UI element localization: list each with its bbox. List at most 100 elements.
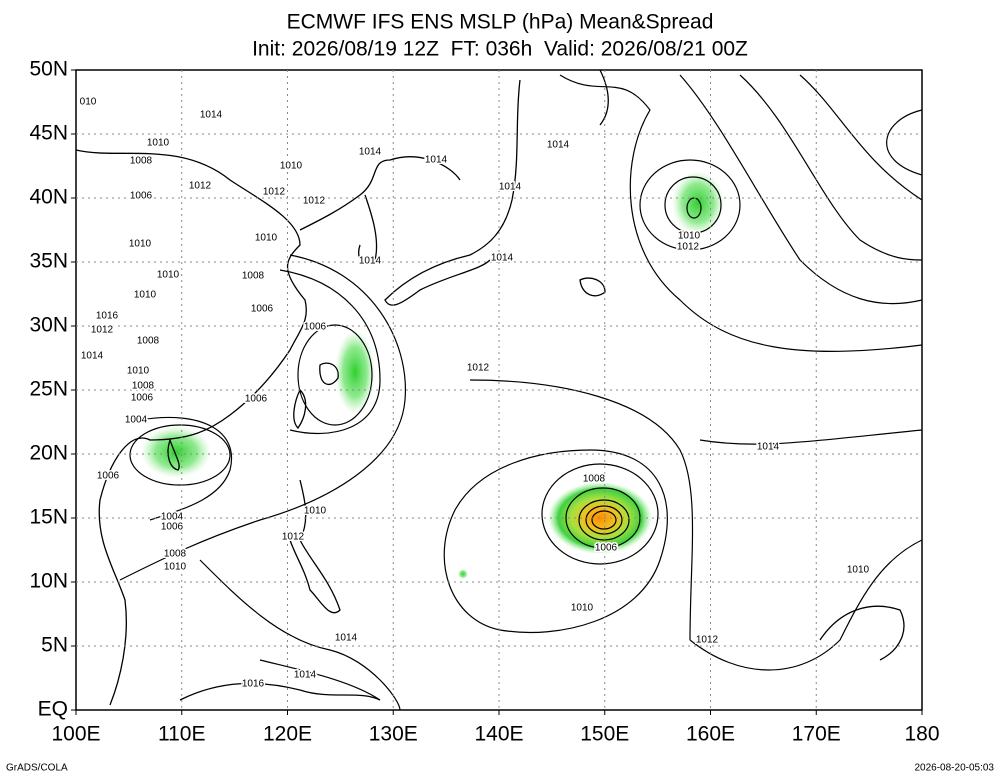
- coastline: [319, 362, 339, 386]
- contour-label: 1012: [696, 635, 719, 646]
- y-tick-label: 5N: [41, 634, 68, 657]
- spread-area: [458, 569, 468, 579]
- contour-label: 1010: [255, 233, 278, 244]
- isobar: [585, 505, 623, 535]
- contour-label: 1012: [189, 181, 212, 192]
- isobar: [129, 424, 231, 486]
- contour-label: 1016: [242, 679, 265, 690]
- isobar: [689, 539, 923, 671]
- y-tick-label: 10N: [29, 570, 68, 593]
- contour-label: 1008: [137, 336, 160, 347]
- contour-label: 1014: [200, 110, 223, 121]
- contour-label: 1004: [161, 512, 184, 523]
- contour-label: 1008: [242, 271, 265, 282]
- y-tick-label: 30N: [29, 314, 68, 337]
- coastline: [179, 682, 381, 701]
- contour-label: 1010: [147, 138, 170, 149]
- contour-label: 1012: [303, 196, 326, 207]
- y-tick-label: 35N: [29, 250, 68, 273]
- coastline: [75, 149, 307, 706]
- contour-label: 1006: [245, 394, 268, 405]
- isobar: [559, 74, 923, 352]
- contour-label: 1010: [157, 270, 180, 281]
- coastlines: [75, 69, 905, 706]
- isobar: [664, 176, 722, 234]
- coastline: [358, 194, 378, 265]
- coastline: [599, 69, 609, 126]
- x-tick-label: 100E: [51, 723, 100, 746]
- x-tick-label: 140E: [474, 723, 523, 746]
- contour-label: 1014: [425, 155, 448, 166]
- isobar: [799, 74, 923, 201]
- contour-label: 1014: [491, 253, 514, 264]
- contour-label: 1008: [164, 549, 187, 560]
- spread-area: [335, 330, 375, 414]
- contour-label: 1006: [130, 191, 153, 202]
- x-tick-label: 170E: [792, 723, 841, 746]
- contour-label: 1006: [304, 322, 327, 333]
- contour-label: 1012: [91, 325, 114, 336]
- contour-label: 1010: [164, 562, 187, 573]
- y-tick-label: EQ: [38, 698, 68, 721]
- coastline: [289, 479, 341, 614]
- subtitle: Init: 2026/08/19 12Z FT: 036h Valid: 202…: [252, 38, 748, 61]
- contour-label: 1010: [304, 506, 327, 517]
- footer-right: 2026-08-20-05:03: [914, 763, 994, 774]
- contour-label: 1014: [359, 147, 382, 158]
- contour-label: 1010: [280, 161, 303, 172]
- isobar: [259, 659, 381, 701]
- coastline: [299, 156, 461, 231]
- y-tick-label: 15N: [29, 506, 68, 529]
- coastline: [579, 277, 606, 297]
- y-tick-label: 20N: [29, 442, 68, 465]
- x-tick-label: 160E: [686, 723, 735, 746]
- contour-label: 1010: [127, 366, 150, 377]
- isobar: [469, 379, 694, 641]
- isobar: [639, 159, 741, 251]
- contour-label: 1014: [757, 442, 780, 453]
- axis: 100E 110E 120E 130E 140E 150E 160E 170E 180 EQ 5N 1…: [29, 58, 939, 746]
- contour-label: 1010: [134, 290, 157, 301]
- coastline: [384, 79, 521, 306]
- contour-label: 1006: [97, 471, 120, 482]
- contour-label: 1014: [294, 670, 317, 681]
- contour-label: 1012: [467, 363, 490, 374]
- contour-label: 1012: [677, 242, 700, 253]
- x-tick-label: 130E: [369, 723, 418, 746]
- isobar: [699, 429, 923, 445]
- contour-label: 1006: [161, 522, 184, 533]
- coastline: [819, 605, 905, 661]
- isobar: [578, 499, 630, 541]
- contour-labels: 010 1014 1010 1008 1012 1006 1010 1014 1014 1014 1…: [78, 95, 871, 691]
- contour-label: 1014: [335, 633, 358, 644]
- title: ECMWF IFS ENS MSLP (hPa) Mean&Spread: [287, 11, 714, 34]
- contour-label: 1008: [130, 156, 153, 167]
- isobar: [886, 109, 923, 176]
- contour-label: 1014: [547, 140, 570, 151]
- isobar: [591, 510, 617, 530]
- contour-label: 1016: [96, 311, 119, 322]
- contour-label: 1012: [282, 532, 305, 543]
- spread-area: [672, 171, 724, 235]
- contour-label: 1008: [132, 381, 155, 392]
- spread-area: [141, 426, 211, 478]
- coastline: [167, 437, 180, 471]
- contour-label: 1014: [359, 256, 382, 267]
- x-tick-label: 150E: [580, 723, 629, 746]
- isobar: [443, 449, 668, 633]
- isobar: [279, 269, 381, 435]
- isobar: [541, 463, 659, 565]
- y-tick-label: 25N: [29, 378, 68, 401]
- contour-label: 1006: [251, 304, 274, 315]
- contour-label: 1014: [499, 182, 522, 193]
- contour-label: 1012: [263, 187, 286, 198]
- y-tick-label: 45N: [29, 122, 68, 145]
- isobar: [199, 559, 401, 711]
- contour-label: 1006: [131, 393, 154, 404]
- footer-left: GrADS/COLA: [6, 763, 68, 774]
- isobar: [297, 324, 373, 426]
- contour-label: 1010: [847, 565, 870, 576]
- isobar: [679, 74, 923, 305]
- contour-label: 1014: [81, 351, 104, 362]
